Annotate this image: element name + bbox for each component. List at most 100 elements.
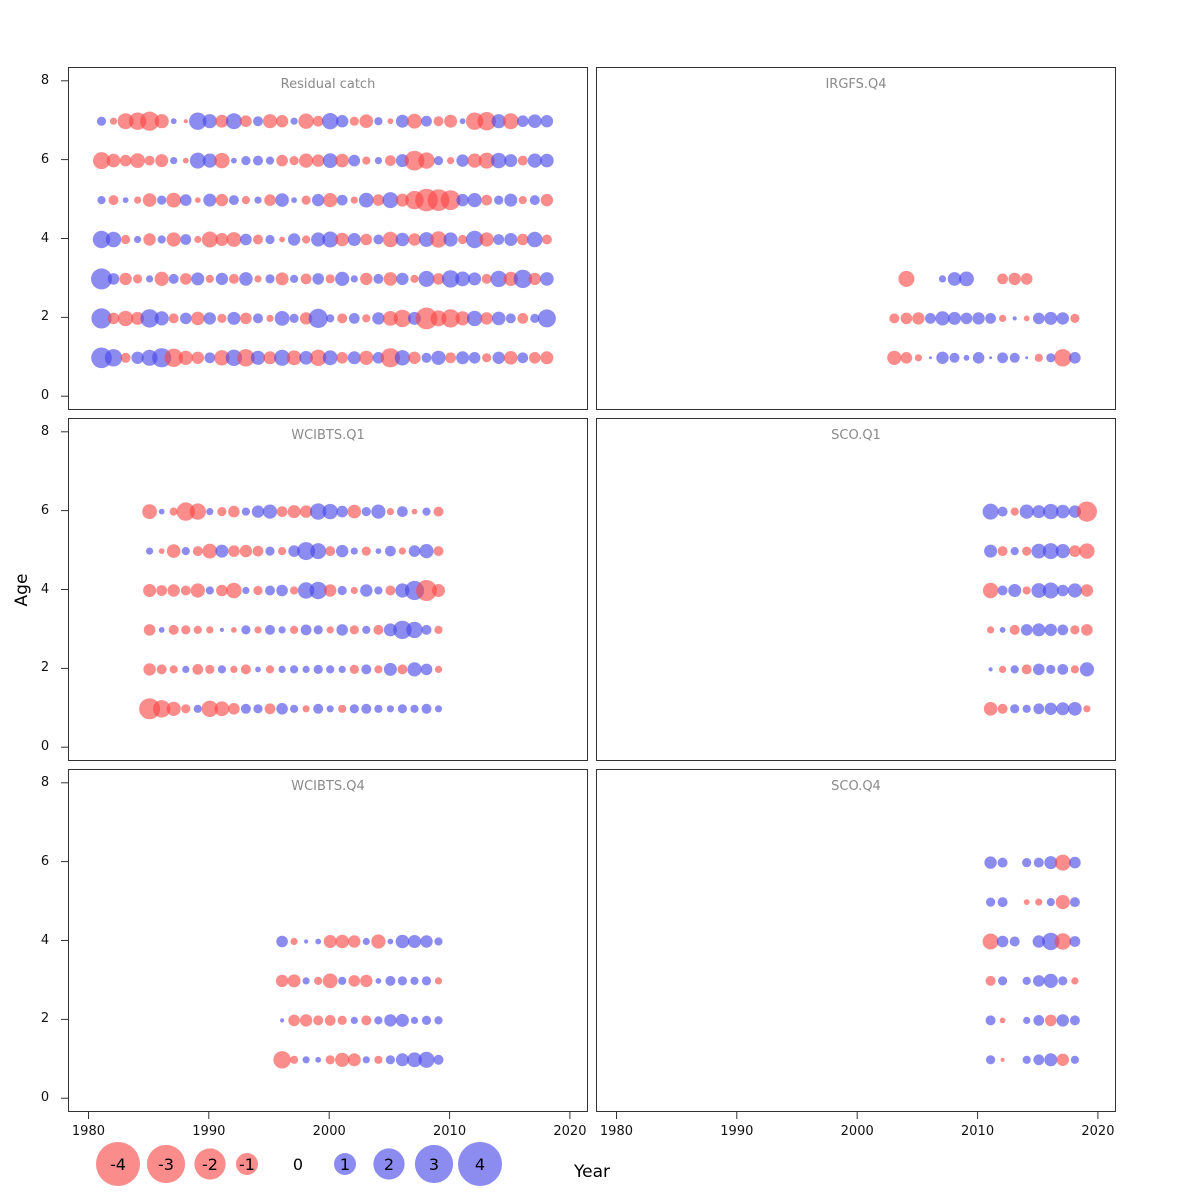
residual-bubble xyxy=(528,272,541,286)
residual-bubble xyxy=(276,584,288,597)
residual-bubble xyxy=(300,624,312,636)
bubble-plot-area xyxy=(982,854,1081,1067)
residual-bubble xyxy=(1044,702,1057,715)
residual-bubble xyxy=(158,508,165,515)
residual-bubble xyxy=(192,546,203,557)
residual-bubble xyxy=(241,156,251,166)
residual-bubble xyxy=(1042,932,1060,951)
residual-bubble xyxy=(164,348,183,367)
residual-bubble xyxy=(492,351,505,364)
residual-bubble xyxy=(156,664,167,675)
residual-bubble xyxy=(214,701,230,717)
residual-bubble xyxy=(180,312,192,325)
residual-bubble xyxy=(444,114,458,128)
residual-bubble xyxy=(527,153,542,168)
residual-bubble xyxy=(385,585,396,596)
residual-bubble xyxy=(527,231,543,248)
residual-bubble xyxy=(254,275,262,283)
residual-bubble xyxy=(1031,583,1047,598)
residual-bubble xyxy=(408,935,421,948)
residual-bubble xyxy=(1034,353,1043,362)
residual-bubble xyxy=(540,272,554,286)
residual-bubble xyxy=(422,507,431,516)
residual-bubble xyxy=(336,505,349,518)
residual-bubble xyxy=(1021,664,1032,675)
bubble-plot-area xyxy=(139,502,445,720)
residual-bubble xyxy=(290,1055,299,1064)
residual-bubble xyxy=(108,195,119,206)
legend-value-label: 3 xyxy=(429,1155,439,1174)
residual-bubble xyxy=(180,273,192,285)
residual-bubble xyxy=(395,1053,409,1067)
residual-bubble xyxy=(253,313,263,324)
residual-bubble xyxy=(382,192,399,209)
residual-bubble xyxy=(225,113,242,130)
residual-bubble xyxy=(1008,584,1022,597)
residual-bubble xyxy=(190,583,205,598)
bubble-plot-area xyxy=(982,501,1097,716)
residual-bubble xyxy=(385,975,396,986)
residual-bubble xyxy=(119,154,132,167)
residual-bubble xyxy=(433,506,444,517)
residual-bubble xyxy=(493,234,505,245)
residual-bubble xyxy=(201,700,218,717)
residual-bubble xyxy=(383,662,397,676)
residual-bubble xyxy=(239,272,253,286)
residual-bubble xyxy=(397,506,408,517)
y-tick-label: 8 xyxy=(40,72,50,88)
residual-bubble xyxy=(266,314,274,322)
residual-bubble xyxy=(1009,624,1020,635)
residual-bubble xyxy=(397,976,407,986)
residual-bubble xyxy=(1033,312,1045,325)
residual-bubble xyxy=(191,351,204,364)
residual-bubble xyxy=(240,115,252,127)
residual-bubble xyxy=(374,586,383,595)
residual-bubble xyxy=(189,112,207,130)
residual-bubble xyxy=(373,273,384,284)
residual-bubble xyxy=(215,544,229,558)
residual-bubble xyxy=(299,1014,313,1027)
residual-bubble xyxy=(348,313,360,324)
residual-bubble xyxy=(170,118,177,125)
residual-bubble xyxy=(226,582,242,599)
residual-bubble xyxy=(217,665,226,674)
residual-bubble xyxy=(253,234,263,245)
residual-bubble xyxy=(290,665,299,674)
residual-bubble xyxy=(481,194,493,206)
residual-bubble xyxy=(517,233,529,246)
residual-bubble xyxy=(302,1056,310,1064)
y-tick-label: 2 xyxy=(40,309,50,325)
residual-bubble xyxy=(361,507,371,517)
residual-bubble xyxy=(407,1052,422,1068)
residual-bubble xyxy=(982,582,999,599)
legend-value-label: 0 xyxy=(293,1155,303,1174)
residual-bubble xyxy=(92,230,111,249)
residual-bubble xyxy=(206,508,214,516)
residual-bubble xyxy=(371,504,386,519)
residual-bubble xyxy=(1022,976,1031,985)
residual-bubble xyxy=(407,662,422,677)
residual-bubble xyxy=(1022,858,1032,868)
residual-bubble xyxy=(286,350,302,366)
residual-bubble xyxy=(181,547,190,556)
residual-bubble xyxy=(359,350,374,365)
residual-bubble xyxy=(395,232,410,247)
residual-bubble xyxy=(925,313,936,324)
residual-bubble xyxy=(999,665,1007,673)
x-tick-label: 2000 xyxy=(840,1124,874,1139)
residual-bubble xyxy=(983,702,998,716)
residual-bubble xyxy=(237,349,255,367)
residual-bubble xyxy=(985,1015,996,1026)
residual-bubble xyxy=(362,625,371,634)
residual-bubble xyxy=(142,193,157,207)
residual-bubble xyxy=(410,976,419,985)
x-axis-label: Year xyxy=(574,1162,610,1182)
residual-bubble xyxy=(432,273,445,285)
y-axis-label: Age xyxy=(12,573,32,607)
residual-bubble xyxy=(1057,584,1069,597)
residual-bubble xyxy=(373,234,384,245)
residual-bubble xyxy=(1022,704,1031,713)
residual-bubble xyxy=(313,625,323,635)
residual-bubble xyxy=(430,231,447,248)
legend-bubble xyxy=(414,1144,454,1184)
